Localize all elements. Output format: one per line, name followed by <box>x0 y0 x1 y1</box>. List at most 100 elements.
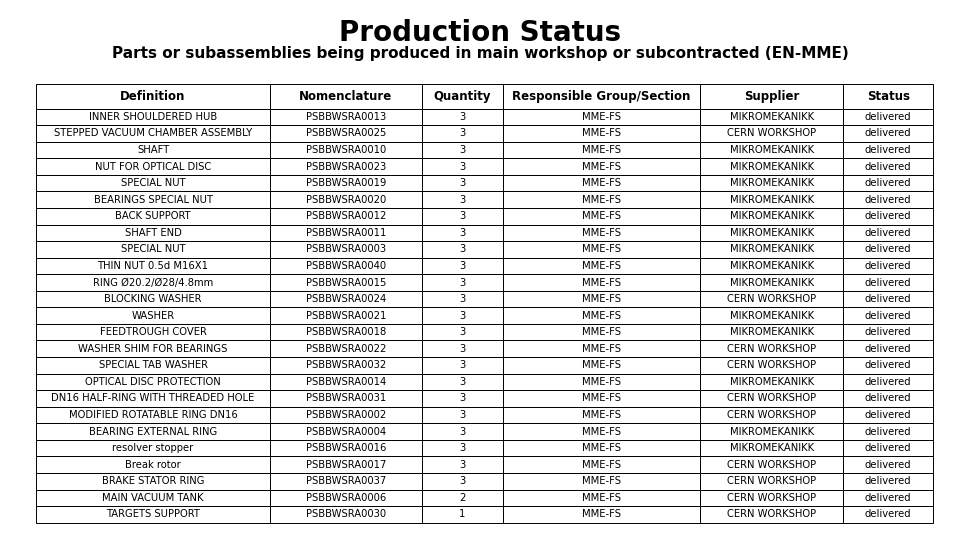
Bar <box>844 141 933 158</box>
Bar <box>422 423 503 440</box>
Bar <box>844 84 933 109</box>
Bar <box>422 307 503 324</box>
Text: PSBBWSRA0031: PSBBWSRA0031 <box>305 394 386 403</box>
Bar <box>844 407 933 423</box>
Bar <box>844 357 933 374</box>
Text: delivered: delivered <box>865 460 912 470</box>
Text: PSBBWSRA0022: PSBBWSRA0022 <box>305 344 386 354</box>
Text: MME-FS: MME-FS <box>582 427 621 437</box>
Bar <box>844 490 933 506</box>
Bar <box>270 307 422 324</box>
Text: MME-FS: MME-FS <box>582 310 621 321</box>
Bar <box>36 158 270 175</box>
Text: delivered: delivered <box>865 194 912 205</box>
Bar <box>503 175 700 191</box>
Bar <box>36 125 270 141</box>
Text: WASHER SHIM FOR BEARINGS: WASHER SHIM FOR BEARINGS <box>79 344 228 354</box>
Bar <box>270 175 422 191</box>
Bar <box>36 175 270 191</box>
Text: RING Ø20.2/Ø28/4.8mm: RING Ø20.2/Ø28/4.8mm <box>93 278 213 287</box>
Bar <box>700 490 844 506</box>
Bar <box>844 208 933 225</box>
Text: MIKROMEKANIKK: MIKROMEKANIKK <box>730 145 814 155</box>
Text: CERN WORKSHOP: CERN WORKSHOP <box>727 493 816 503</box>
Bar <box>36 423 270 440</box>
Text: PSBBWSRA0004: PSBBWSRA0004 <box>305 427 386 437</box>
Bar <box>36 141 270 158</box>
Bar <box>503 423 700 440</box>
Text: 3: 3 <box>459 228 466 238</box>
Bar <box>422 324 503 341</box>
Text: 3: 3 <box>459 261 466 271</box>
Bar <box>422 357 503 374</box>
Text: MME-FS: MME-FS <box>582 460 621 470</box>
Text: delivered: delivered <box>865 261 912 271</box>
Text: delivered: delivered <box>865 228 912 238</box>
Bar <box>422 490 503 506</box>
Text: Status: Status <box>867 90 910 103</box>
Bar <box>700 506 844 523</box>
Text: 3: 3 <box>459 145 466 155</box>
Text: CERN WORKSHOP: CERN WORKSHOP <box>727 410 816 420</box>
Text: MME-FS: MME-FS <box>582 261 621 271</box>
Bar <box>36 191 270 208</box>
Text: delivered: delivered <box>865 394 912 403</box>
Text: delivered: delivered <box>865 211 912 221</box>
Bar <box>700 225 844 241</box>
Text: Production Status: Production Status <box>339 19 621 47</box>
Text: 3: 3 <box>459 360 466 370</box>
Text: PSBBWSRA0015: PSBBWSRA0015 <box>305 278 386 287</box>
Bar <box>503 341 700 357</box>
Bar <box>422 274 503 291</box>
Bar <box>36 490 270 506</box>
Text: MIKROMEKANIKK: MIKROMEKANIKK <box>730 427 814 437</box>
Bar <box>36 407 270 423</box>
Bar <box>844 473 933 490</box>
Bar <box>503 456 700 473</box>
Text: resolver stopper: resolver stopper <box>112 443 194 453</box>
Text: MIKROMEKANIKK: MIKROMEKANIKK <box>730 178 814 188</box>
Text: MIKROMEKANIKK: MIKROMEKANIKK <box>730 161 814 172</box>
Text: delivered: delivered <box>865 410 912 420</box>
Bar <box>844 258 933 274</box>
Text: MME-FS: MME-FS <box>582 394 621 403</box>
Bar <box>844 191 933 208</box>
Text: 3: 3 <box>459 476 466 487</box>
Bar <box>700 241 844 258</box>
Text: MME-FS: MME-FS <box>582 476 621 487</box>
Text: PSBBWSRA0024: PSBBWSRA0024 <box>305 294 386 304</box>
Text: MIKROMEKANIKK: MIKROMEKANIKK <box>730 245 814 254</box>
Bar <box>844 440 933 456</box>
Bar <box>422 258 503 274</box>
Text: MIKROMEKANIKK: MIKROMEKANIKK <box>730 310 814 321</box>
Text: MME-FS: MME-FS <box>582 493 621 503</box>
Bar <box>422 374 503 390</box>
Bar <box>503 141 700 158</box>
Bar <box>270 84 422 109</box>
Bar <box>844 158 933 175</box>
Text: 3: 3 <box>459 245 466 254</box>
Text: 1: 1 <box>459 509 466 519</box>
Text: PSBBWSRA0002: PSBBWSRA0002 <box>305 410 386 420</box>
Text: OPTICAL DISC PROTECTION: OPTICAL DISC PROTECTION <box>85 377 221 387</box>
Text: delivered: delivered <box>865 377 912 387</box>
Bar <box>422 456 503 473</box>
Bar <box>503 241 700 258</box>
Bar <box>422 191 503 208</box>
Text: Parts or subassemblies being produced in main workshop or subcontracted (EN-MME): Parts or subassemblies being produced in… <box>111 46 849 61</box>
Bar <box>36 225 270 241</box>
Bar <box>422 390 503 407</box>
Bar <box>700 109 844 125</box>
Bar <box>503 158 700 175</box>
Text: 3: 3 <box>459 427 466 437</box>
Text: PSBBWSRA0017: PSBBWSRA0017 <box>305 460 386 470</box>
Bar <box>844 456 933 473</box>
Bar <box>700 440 844 456</box>
Text: THIN NUT 0.5d M16X1: THIN NUT 0.5d M16X1 <box>98 261 208 271</box>
Text: delivered: delivered <box>865 112 912 122</box>
Bar <box>422 341 503 357</box>
Bar <box>503 109 700 125</box>
Bar <box>36 241 270 258</box>
Text: delivered: delivered <box>865 344 912 354</box>
Bar <box>36 84 270 109</box>
